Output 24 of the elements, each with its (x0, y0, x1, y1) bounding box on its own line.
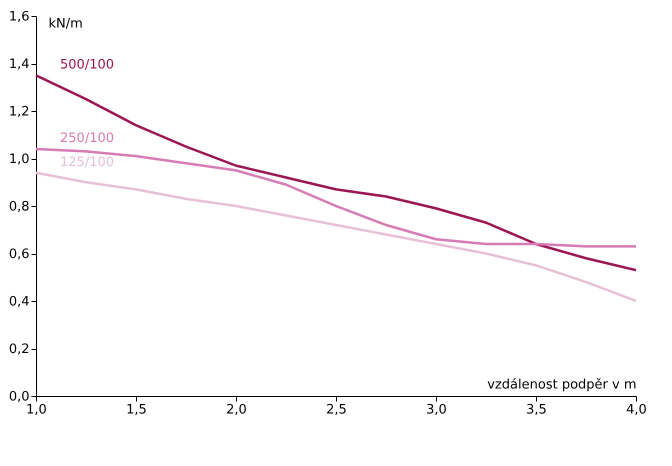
series-label: 125/100 (60, 154, 114, 170)
y-tick-label: 1,4 (8, 57, 30, 72)
series-label: 250/100 (60, 131, 114, 146)
y-tick-label: 0,4 (8, 294, 30, 310)
x-tick-label: 1,5 (126, 402, 147, 418)
x-tick-label: 3,0 (426, 402, 447, 418)
line-series (34, 172, 638, 302)
y-axis-title: kN/m (48, 16, 83, 32)
y-tick-label: 0,6 (8, 247, 30, 262)
y-tick-label: 1,6 (8, 10, 30, 24)
line-series (34, 148, 638, 248)
y-tick-label: 0,2 (8, 342, 30, 357)
x-axis-title: vzdálenost podpěr v m (487, 378, 636, 392)
x-tick-label: 1,0 (26, 402, 47, 418)
series-label: 500/100 (60, 57, 114, 72)
y-tick-label: 0,0 (8, 390, 30, 404)
x-tick-label: 3,5 (526, 402, 547, 418)
y-tick-label: 0,8 (8, 200, 30, 214)
x-tick-label: 2,0 (226, 402, 247, 418)
y-tick-label: 1,0 (8, 152, 30, 167)
x-tick-label: 4,0 (626, 402, 647, 418)
x-tick-label: 2,5 (326, 402, 347, 418)
y-tick-label: 1,2 (8, 104, 30, 120)
line-series (34, 74, 638, 272)
